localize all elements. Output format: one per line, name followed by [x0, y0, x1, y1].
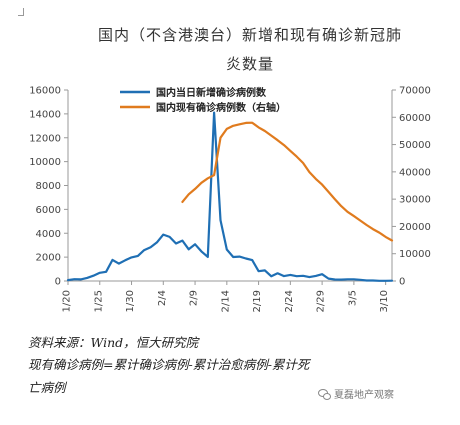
left-y-tick-label: 8000	[36, 181, 61, 192]
right-y-tick-label: 70000	[399, 86, 431, 97]
formula-note-line2: 亡病例	[28, 380, 66, 395]
x-tick-label: 2/19	[252, 290, 263, 312]
wechat-icon	[318, 388, 331, 400]
left-y-tick-label: 14000	[29, 109, 61, 120]
line-chart: 0 2000 4000 6000 8000 10000 12000 14000 16000 0 10…	[29, 86, 431, 313]
right-y-tick-label: 30000	[399, 195, 431, 206]
left-y-tick-label: 12000	[29, 133, 61, 144]
formula-note-line1: 现有确诊病例=累计确诊病例-累计治愈病例-累计死	[28, 357, 310, 372]
x-tick-label: 1/30	[125, 290, 136, 312]
x-tick-label: 1/20	[62, 290, 73, 312]
x-tick-label: 2/24	[284, 290, 295, 312]
left-y-tick-label: 0	[55, 277, 61, 288]
source-note: 资料来源：Wind，恒大研究院	[28, 335, 199, 350]
chart-title-line2: 炎数量	[225, 55, 274, 73]
left-y-tick-label: 10000	[29, 157, 61, 168]
right-y-tick-label: 0	[399, 277, 405, 288]
corner-crop-mark	[18, 8, 24, 16]
series-lines	[66, 111, 394, 282]
chart-title-line1: 国内（不含港澳台）新增和现有确诊新冠肺	[97, 26, 402, 44]
right-y-tick-label: 40000	[399, 167, 431, 178]
x-tick-label: 2/14	[220, 290, 231, 312]
brand-label: 夏磊地产观察	[334, 390, 394, 401]
series-line-1	[66, 111, 394, 282]
x-tick-label: 2/9	[189, 290, 200, 306]
left-y-tick-label: 2000	[36, 253, 61, 264]
left-y-tick-label: 4000	[36, 229, 61, 240]
left-y-tick-label: 6000	[36, 205, 61, 216]
right-y-tick-label: 20000	[399, 222, 431, 233]
x-tick-label: 2/29	[316, 290, 327, 312]
x-tick-label: 1/25	[93, 290, 104, 312]
brand-watermark: 夏磊地产观察	[318, 386, 394, 401]
x-tick-label: 3/10	[379, 290, 390, 312]
legend-label-1: 国内当日新增确诊病例数	[156, 86, 267, 99]
x-tick-label: 2/4	[157, 290, 168, 306]
series-line-2	[181, 121, 394, 242]
x-tick-label: 3/5	[347, 290, 358, 306]
right-y-tick-label: 50000	[399, 140, 431, 151]
legend-label-2: 国内现有确诊病例数（右轴）	[156, 101, 286, 114]
left-y-tick-label: 16000	[29, 86, 61, 97]
right-y-tick-label: 10000	[399, 249, 431, 260]
right-y-tick-label: 60000	[399, 113, 431, 124]
axes: 0 2000 4000 6000 8000 10000 12000 14000 16000 0 10…	[29, 86, 431, 313]
